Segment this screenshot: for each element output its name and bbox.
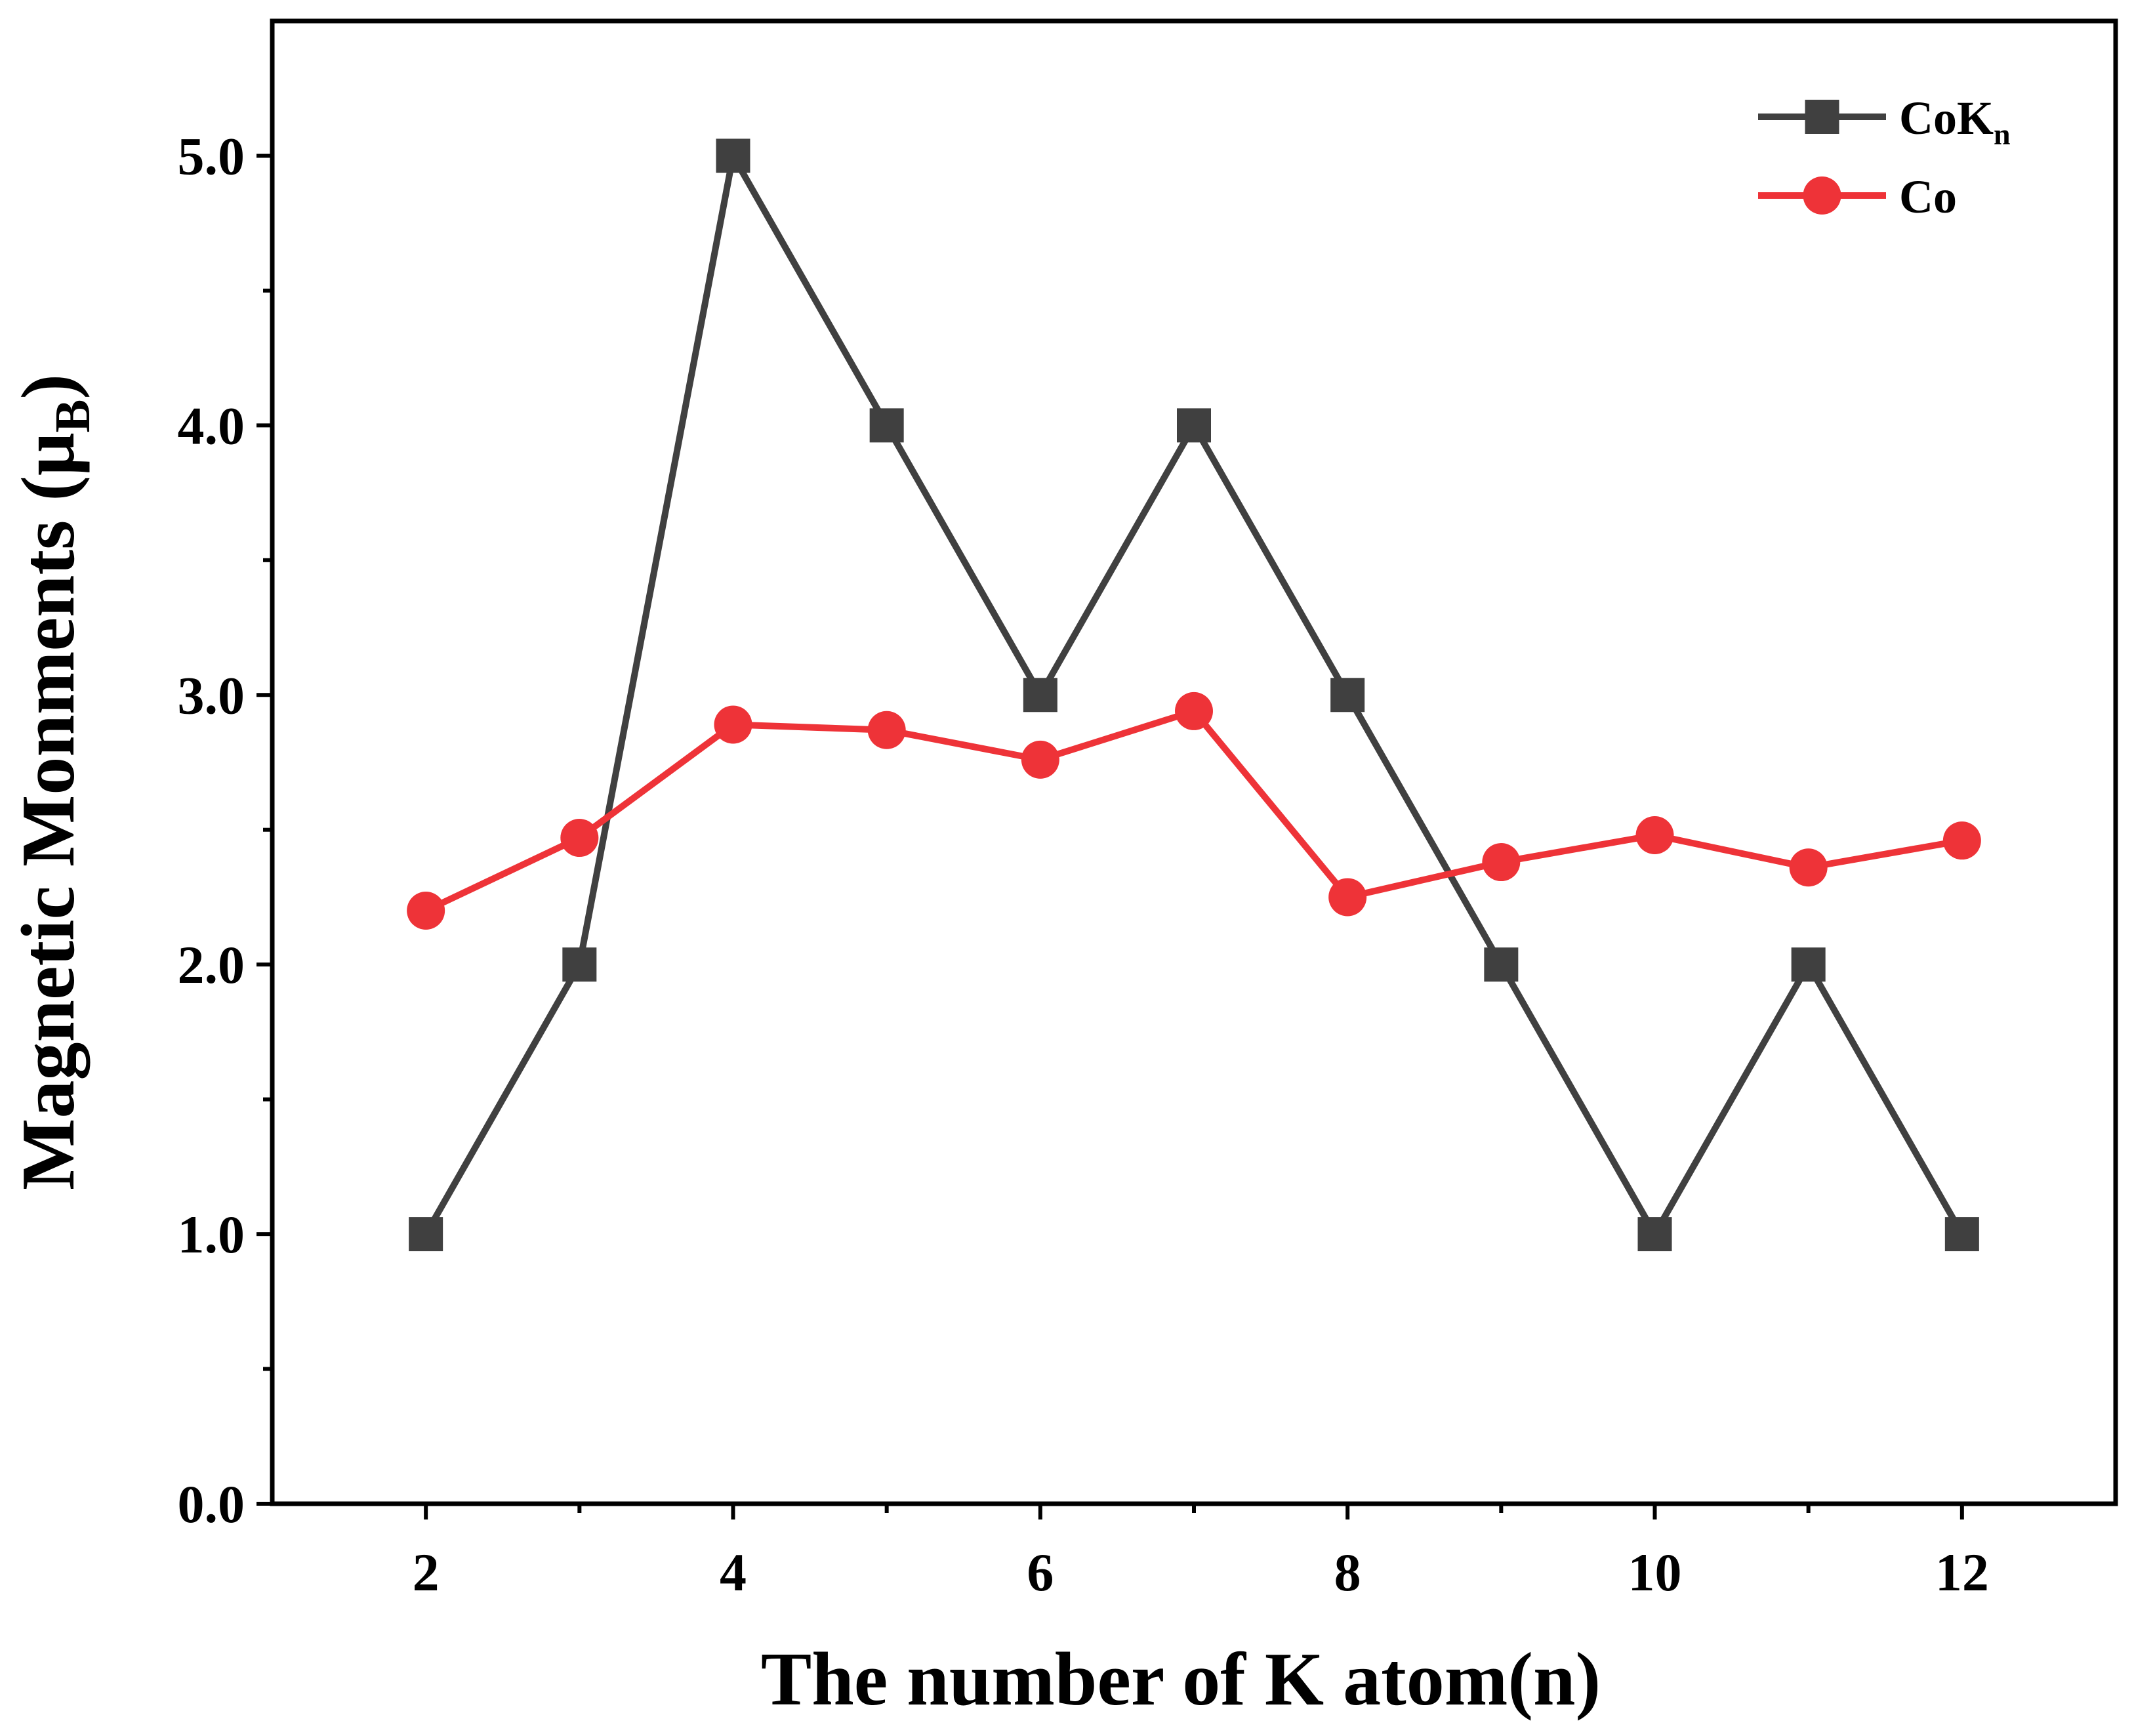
legend-marker-co bbox=[1803, 176, 1841, 215]
y-tick-label: 0.0 bbox=[178, 1474, 245, 1534]
x-tick-label: 6 bbox=[1027, 1542, 1054, 1602]
data-point-co bbox=[1789, 848, 1828, 887]
data-point-co bbox=[407, 892, 445, 930]
data-point-cokn bbox=[1177, 408, 1211, 443]
legend-label-co: Co bbox=[1899, 171, 1957, 223]
legend-subscript: n bbox=[1994, 117, 2011, 151]
y-axis-title: Magnetic Monments (μB) bbox=[7, 374, 100, 1190]
legend-label-cokn: CoKn bbox=[1899, 92, 2011, 151]
data-point-cokn bbox=[1791, 947, 1826, 982]
data-point-cokn bbox=[716, 138, 750, 173]
data-point-co bbox=[1021, 740, 1059, 779]
data-point-cokn bbox=[1484, 947, 1519, 982]
axis-titles: The number of K atom(n) Magnetic Monments… bbox=[7, 374, 1601, 1722]
data-point-co bbox=[867, 711, 906, 749]
data-point-co bbox=[560, 819, 599, 858]
data-point-co bbox=[1635, 816, 1674, 854]
data-point-cokn bbox=[869, 408, 904, 443]
x-tick-label: 12 bbox=[1935, 1542, 1989, 1602]
y-axis-title-close: ) bbox=[7, 374, 91, 400]
data-point-cokn bbox=[409, 1217, 443, 1252]
legend: CoKn Co bbox=[1758, 92, 2011, 223]
y-tick-label: 3.0 bbox=[178, 665, 245, 725]
x-tick-label: 4 bbox=[720, 1542, 747, 1602]
series-group bbox=[407, 138, 1981, 1252]
axes: 2 4 6 8 10 12 0.0 1.0 2.0 3.0 4.0 5.0 bbox=[178, 18, 2118, 1602]
data-point-co bbox=[714, 705, 752, 744]
data-point-cokn bbox=[1330, 678, 1365, 713]
y-tick-label: 2.0 bbox=[178, 935, 245, 995]
data-point-cokn bbox=[1944, 1217, 1979, 1252]
x-tick-label: 2 bbox=[413, 1542, 440, 1602]
data-point-cokn bbox=[1637, 1217, 1672, 1252]
x-axis-title: The number of K atom(n) bbox=[761, 1638, 1601, 1722]
data-point-cokn bbox=[1023, 678, 1057, 713]
y-tick-label: 4.0 bbox=[178, 396, 245, 455]
data-point-cokn bbox=[562, 947, 597, 982]
x-tick-label: 8 bbox=[1334, 1542, 1361, 1602]
y-tick-label: 5.0 bbox=[178, 126, 245, 186]
data-point-co bbox=[1482, 843, 1521, 882]
data-point-co bbox=[1942, 821, 1981, 860]
legend-marker-cokn bbox=[1805, 100, 1839, 134]
y-tick-label: 1.0 bbox=[178, 1205, 245, 1264]
x-tick-label: 10 bbox=[1628, 1542, 1682, 1602]
data-point-co bbox=[1328, 878, 1367, 917]
data-point-co bbox=[1175, 692, 1213, 730]
y-axis-title-subscript: B bbox=[45, 400, 100, 433]
